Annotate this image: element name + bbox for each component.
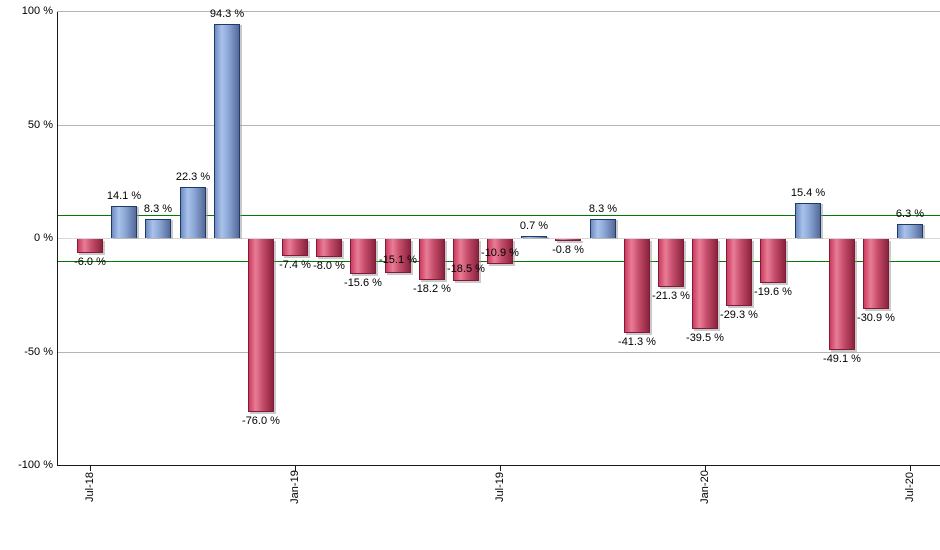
value-label-Jul-19: -10.9 % [481,247,519,259]
bar-Dec-18 [248,239,274,412]
bar-Jul-18 [77,239,103,253]
x-tick-label: Jan-20 [699,470,711,504]
bar-Jan-19 [282,239,308,256]
y-tick-label: -100 % [18,459,53,471]
value-label-May-20: -49.1 % [823,353,861,365]
value-label-Feb-19: -8.0 % [313,260,345,272]
value-label-Mar-20: -19.6 % [754,286,792,298]
bar-May-19 [419,239,445,280]
y-tick-label: 0 % [34,232,53,244]
gridline-100 [57,11,940,12]
bar-Mar-19 [350,239,376,274]
gridline-50 [57,125,940,126]
x-tick-Jan-19 [295,466,296,471]
x-tick-label: Jul-19 [494,472,506,502]
reference-line-10 [57,215,940,216]
value-label-Nov-18: 94.3 % [209,8,245,20]
value-label-Sep-19: -0.8 % [552,244,584,256]
value-label-Nov-19: -41.3 % [618,336,656,348]
bar-Sep-18 [145,219,171,238]
gridline-0 [57,238,940,239]
bar-Nov-19 [624,239,650,333]
bar-Sep-19 [555,239,581,241]
value-label-Dec-18: -76.0 % [242,415,280,427]
x-tick-label: Jul-18 [84,472,96,502]
value-label-Aug-19: 0.7 % [519,220,549,232]
bar-Oct-19 [590,219,616,238]
x-tick-Jul-20 [910,466,911,471]
x-tick-Jul-19 [500,466,501,471]
value-label-Apr-19: -15.1 % [379,254,417,266]
bar-Apr-19 [385,239,411,273]
bar-Nov-18 [214,24,240,238]
value-label-Sep-18: 8.3 % [143,203,173,215]
x-tick-Jan-20 [705,466,706,471]
value-label-Feb-20: -29.3 % [720,309,758,321]
value-label-Jun-19: -18.5 % [447,263,485,275]
value-label-Aug-18: 14.1 % [106,190,142,202]
value-label-Jan-19: -7.4 % [279,259,311,271]
x-tick-label: Jan-19 [289,470,301,504]
bar-Oct-18 [180,187,206,238]
value-label-Apr-20: 15.4 % [790,187,826,199]
bar-Mar-20 [760,239,786,283]
y-tick-label: 100 % [21,5,53,17]
x-axis-line [57,465,940,466]
value-label-Oct-19: 8.3 % [588,203,618,215]
bar-Jul-20 [897,224,923,238]
bar-Dec-19 [658,239,684,287]
bar-May-20 [829,239,855,350]
bar-Jun-19 [453,239,479,281]
gridline--50 [57,352,940,353]
bar-Feb-20 [726,239,752,306]
value-label-Jan-20: -39.5 % [686,332,724,344]
bar-Aug-18 [111,206,137,238]
bar-Apr-20 [795,203,821,238]
y-axis-line [57,12,58,466]
x-tick-label: Jul-20 [904,472,916,502]
value-label-Dec-19: -21.3 % [652,290,690,302]
bar-Feb-19 [316,239,342,257]
bar-Aug-19 [521,236,547,238]
bar-Jun-20 [863,239,889,309]
value-label-Oct-18: 22.3 % [175,171,211,183]
x-tick-Jul-18 [90,466,91,471]
y-tick-label: -50 % [24,346,53,358]
y-tick-label: 50 % [27,119,53,131]
value-label-Jul-20: 6.3 % [895,208,925,220]
value-label-Jun-20: -30.9 % [857,312,895,324]
value-label-Mar-19: -15.6 % [344,277,382,289]
bar-Jan-20 [692,239,718,329]
bar-Jul-19 [487,239,513,264]
value-label-May-19: -18.2 % [413,283,451,295]
value-label-Jul-18: -6.0 % [74,256,106,268]
